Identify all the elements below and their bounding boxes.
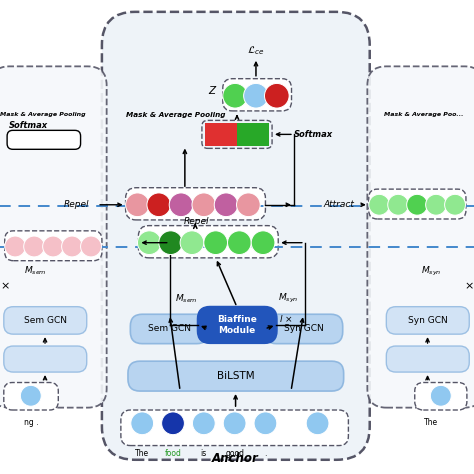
FancyBboxPatch shape xyxy=(4,383,58,410)
Text: Syn GCN: Syn GCN xyxy=(408,316,447,325)
Text: $\mathcal{L}_{ce}$: $\mathcal{L}_{ce}$ xyxy=(247,44,264,57)
Circle shape xyxy=(192,193,216,217)
Circle shape xyxy=(159,231,182,255)
Circle shape xyxy=(426,194,447,215)
Circle shape xyxy=(5,236,26,257)
Text: Attract: Attract xyxy=(323,201,355,209)
Text: Sem GCN: Sem GCN xyxy=(24,316,66,325)
FancyBboxPatch shape xyxy=(367,66,474,408)
Text: $l$ ×: $l$ × xyxy=(279,313,292,324)
Circle shape xyxy=(62,236,82,257)
Text: Softmax: Softmax xyxy=(294,130,333,139)
FancyBboxPatch shape xyxy=(128,361,344,391)
Text: Sem GCN: Sem GCN xyxy=(148,325,191,333)
Text: $M_{sem}$: $M_{sem}$ xyxy=(175,292,198,305)
FancyBboxPatch shape xyxy=(386,307,469,334)
FancyBboxPatch shape xyxy=(386,346,469,372)
FancyBboxPatch shape xyxy=(102,12,370,460)
Circle shape xyxy=(445,194,465,215)
Circle shape xyxy=(244,83,268,108)
Circle shape xyxy=(223,83,247,108)
Circle shape xyxy=(306,412,329,435)
Circle shape xyxy=(126,193,149,217)
Text: Mask & Average Poo...: Mask & Average Poo... xyxy=(384,112,464,117)
Circle shape xyxy=(43,236,64,257)
FancyBboxPatch shape xyxy=(7,130,81,149)
Circle shape xyxy=(20,385,41,406)
Text: $M_{syn}$: $M_{syn}$ xyxy=(278,292,299,305)
Text: Z: Z xyxy=(209,86,216,96)
Circle shape xyxy=(430,385,451,406)
Text: ×: × xyxy=(465,281,474,292)
Text: Anchor: Anchor xyxy=(212,453,259,465)
Circle shape xyxy=(204,231,228,255)
FancyBboxPatch shape xyxy=(4,346,87,372)
Circle shape xyxy=(214,193,238,217)
Text: The: The xyxy=(424,418,438,427)
FancyBboxPatch shape xyxy=(205,123,237,146)
Circle shape xyxy=(180,231,204,255)
FancyBboxPatch shape xyxy=(0,66,107,408)
FancyBboxPatch shape xyxy=(130,314,209,344)
FancyBboxPatch shape xyxy=(126,188,265,220)
Text: ×: × xyxy=(0,281,9,292)
Circle shape xyxy=(192,412,215,435)
Text: .: . xyxy=(264,449,267,458)
Text: Syn GCN: Syn GCN xyxy=(284,325,323,333)
Circle shape xyxy=(369,194,390,215)
Circle shape xyxy=(388,194,409,215)
Text: BiLSTM: BiLSTM xyxy=(217,371,255,381)
FancyBboxPatch shape xyxy=(415,383,467,410)
Circle shape xyxy=(24,236,45,257)
Circle shape xyxy=(169,193,193,217)
Text: $M_{syn}$: $M_{syn}$ xyxy=(421,264,442,278)
Text: ng .: ng . xyxy=(24,418,38,427)
FancyBboxPatch shape xyxy=(138,226,278,258)
Text: good: good xyxy=(225,449,244,458)
Text: Biaffine
Module: Biaffine Module xyxy=(217,315,257,335)
Circle shape xyxy=(254,412,277,435)
FancyBboxPatch shape xyxy=(369,189,466,219)
Circle shape xyxy=(228,231,251,255)
Circle shape xyxy=(407,194,428,215)
Text: $M_{sem}$: $M_{sem}$ xyxy=(24,265,47,277)
FancyBboxPatch shape xyxy=(223,79,292,111)
FancyBboxPatch shape xyxy=(4,307,87,334)
Circle shape xyxy=(81,236,101,257)
Text: The: The xyxy=(135,449,149,458)
Circle shape xyxy=(237,193,260,217)
Circle shape xyxy=(264,83,289,108)
FancyBboxPatch shape xyxy=(121,410,348,446)
Text: food: food xyxy=(164,449,182,458)
Text: Mask & Average Pooling: Mask & Average Pooling xyxy=(0,112,85,117)
Circle shape xyxy=(162,412,184,435)
Circle shape xyxy=(131,412,154,435)
Text: is: is xyxy=(201,449,207,458)
FancyBboxPatch shape xyxy=(198,307,276,343)
Circle shape xyxy=(147,193,171,217)
Text: Mask & Average Pooling: Mask & Average Pooling xyxy=(126,112,225,118)
Circle shape xyxy=(223,412,246,435)
Text: Repel: Repel xyxy=(184,218,210,226)
FancyBboxPatch shape xyxy=(237,123,269,146)
Circle shape xyxy=(251,231,275,255)
Text: Repel: Repel xyxy=(64,201,90,209)
Circle shape xyxy=(137,231,161,255)
Text: Softmax: Softmax xyxy=(9,121,48,130)
FancyBboxPatch shape xyxy=(264,314,343,344)
FancyBboxPatch shape xyxy=(5,231,102,261)
